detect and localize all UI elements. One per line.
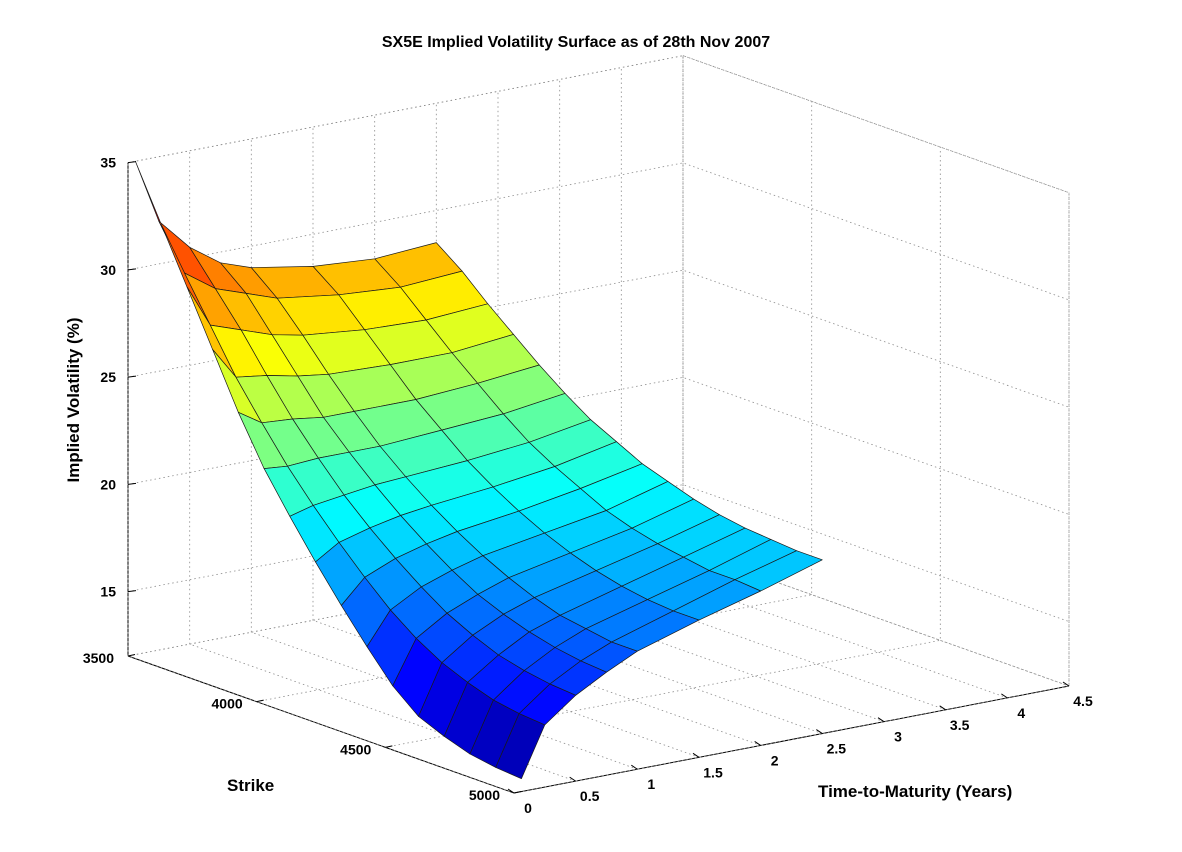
x-tick-mark [939, 705, 946, 711]
axis-ticks: 15 20 25 30 35 3500 4000 4500 5000 0 0.5 1 1.5 2 2.5 3 3… [83, 155, 1093, 816]
x-axis-label: Time-to-Maturity (Years) [818, 782, 1012, 801]
y-tick-mark [256, 699, 264, 703]
grid-line-z [127, 484, 1070, 622]
x-tick-mark [877, 717, 885, 723]
grid-line-z [127, 376, 1070, 515]
grid-line-t [189, 150, 576, 782]
z-tick-label: 15 [100, 584, 116, 600]
x-tick-label: 3 [894, 729, 902, 745]
x-tick-label: 4 [1017, 705, 1025, 721]
y-tick-label: 4500 [340, 741, 371, 757]
z-tick-label: 20 [100, 476, 116, 492]
y-tick-label: 3500 [83, 650, 114, 666]
x-tick-label: 2.5 [827, 741, 847, 757]
z-tick-label: 25 [100, 369, 116, 385]
x-tick-mark [692, 752, 700, 758]
axis-labels: SX5E Implied Volatility Surface as of 28… [64, 34, 1012, 801]
z-tick-mark [127, 268, 137, 271]
x-tick-mark [631, 764, 638, 770]
x-tick-mark [1001, 693, 1008, 699]
grid-line-z [127, 269, 1070, 408]
x-tick-label: 0.5 [580, 788, 600, 804]
x-tick-label: 0 [524, 800, 532, 816]
y-tick-label: 5000 [469, 787, 500, 803]
maturity-axis-line [513, 685, 1070, 794]
z-tick-label: 30 [100, 262, 116, 278]
x-tick-mark [816, 729, 823, 734]
y-tick-mark [385, 745, 393, 748]
x-tick-label: 1 [647, 776, 655, 792]
vol-surface [135, 160, 823, 780]
grid-line [682, 55, 1070, 194]
x-tick-label: 3.5 [950, 717, 970, 733]
z-tick-label: 35 [100, 155, 116, 171]
chart-title: SX5E Implied Volatility Surface as of 28… [382, 34, 770, 51]
z-tick-mark [127, 375, 137, 378]
x-tick-label: 2 [771, 752, 779, 768]
y-tick-mark [513, 791, 522, 794]
grid-line-z [127, 162, 1070, 301]
y-tick-label: 4000 [212, 696, 243, 712]
z-axis-label: Implied Volatility (%) [64, 318, 83, 483]
y-axis-label: Strike [227, 776, 274, 795]
x-tick-mark [754, 741, 761, 746]
y-tick-mark [127, 654, 136, 657]
grid-line [127, 55, 684, 164]
x-tick-mark [507, 788, 515, 794]
x-tick-label: 1.5 [703, 764, 723, 780]
x-tick-mark [1062, 681, 1070, 687]
z-tick-mark [127, 590, 137, 593]
grid-line-z [127, 55, 1070, 194]
z-tick-mark [127, 482, 137, 485]
surface-patch [315, 542, 366, 606]
z-tick-mark [127, 161, 137, 164]
x-tick-label: 4.5 [1073, 693, 1093, 709]
x-tick-mark [569, 776, 576, 782]
surface-patch [495, 713, 546, 780]
